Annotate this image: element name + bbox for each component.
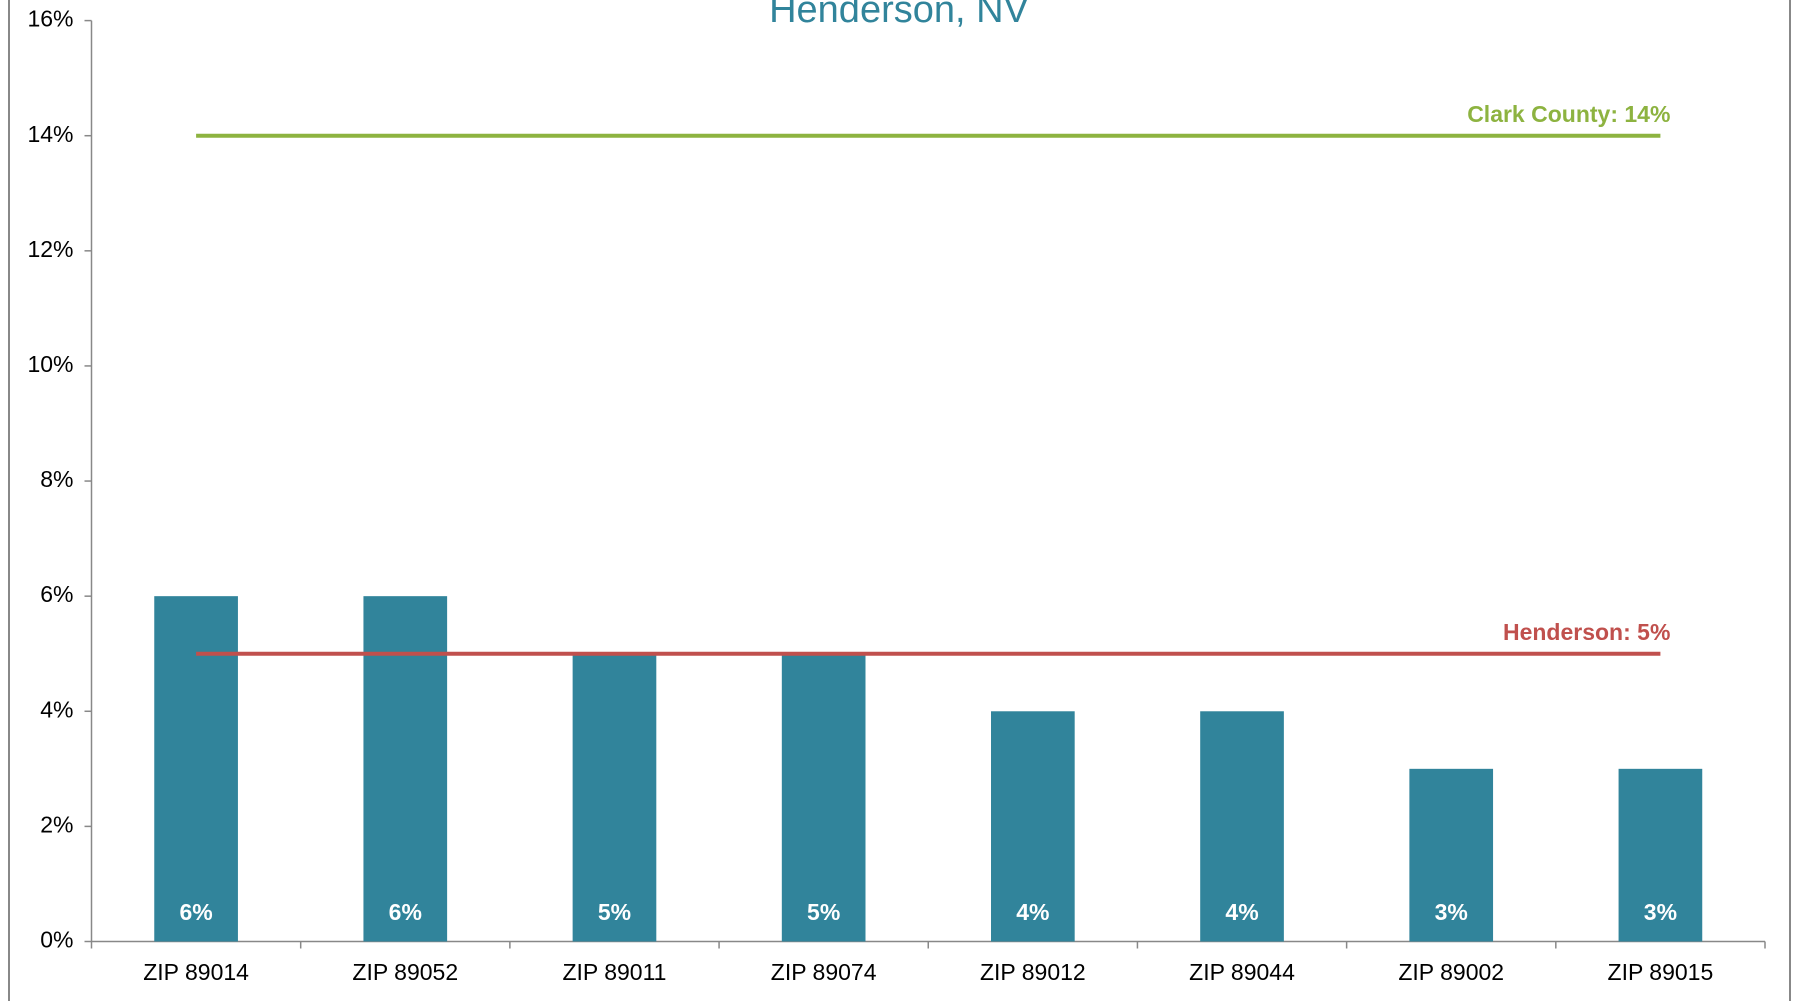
bar bbox=[1200, 711, 1284, 942]
value-label: 3% bbox=[1435, 899, 1468, 925]
x-tick-label: ZIP 89052 bbox=[352, 959, 458, 985]
y-tick-label: 16% bbox=[27, 6, 73, 32]
y-tick-label: 8% bbox=[40, 466, 73, 492]
value-label: 4% bbox=[1225, 899, 1258, 925]
x-tick-label: ZIP 89012 bbox=[980, 959, 1086, 985]
y-tick-label: 2% bbox=[40, 811, 73, 837]
bar bbox=[363, 596, 448, 942]
y-tick-label: 10% bbox=[27, 351, 73, 377]
value-label: 6% bbox=[389, 899, 422, 925]
bar bbox=[1409, 768, 1494, 942]
y-tick-label: 6% bbox=[40, 581, 73, 607]
y-tick-label: 4% bbox=[40, 696, 73, 722]
reference-label: Henderson: 5% bbox=[1503, 619, 1670, 645]
bar bbox=[154, 596, 238, 942]
x-tick-label: ZIP 89011 bbox=[562, 959, 666, 985]
chart-title: Henderson, NV bbox=[769, 0, 1029, 31]
x-tick-label: ZIP 89014 bbox=[143, 959, 249, 985]
value-label: 6% bbox=[179, 899, 212, 925]
y-tick-label: 14% bbox=[27, 121, 73, 147]
value-label: 5% bbox=[598, 899, 631, 925]
value-label: 3% bbox=[1644, 899, 1677, 925]
value-label: 4% bbox=[1016, 899, 1049, 925]
bar bbox=[991, 711, 1075, 942]
bar bbox=[1618, 768, 1703, 942]
value-label: 5% bbox=[807, 899, 840, 925]
bar bbox=[781, 653, 866, 942]
x-tick-label: ZIP 89044 bbox=[1189, 959, 1295, 985]
x-tick-label: ZIP 89002 bbox=[1398, 959, 1504, 985]
x-tick-label: ZIP 89074 bbox=[771, 959, 877, 985]
y-tick-label: 0% bbox=[40, 927, 73, 953]
y-tick-label: 12% bbox=[27, 236, 73, 262]
bar bbox=[572, 653, 657, 942]
reference-label: Clark County: 14% bbox=[1467, 101, 1670, 127]
x-tick-label: ZIP 89015 bbox=[1608, 959, 1714, 985]
